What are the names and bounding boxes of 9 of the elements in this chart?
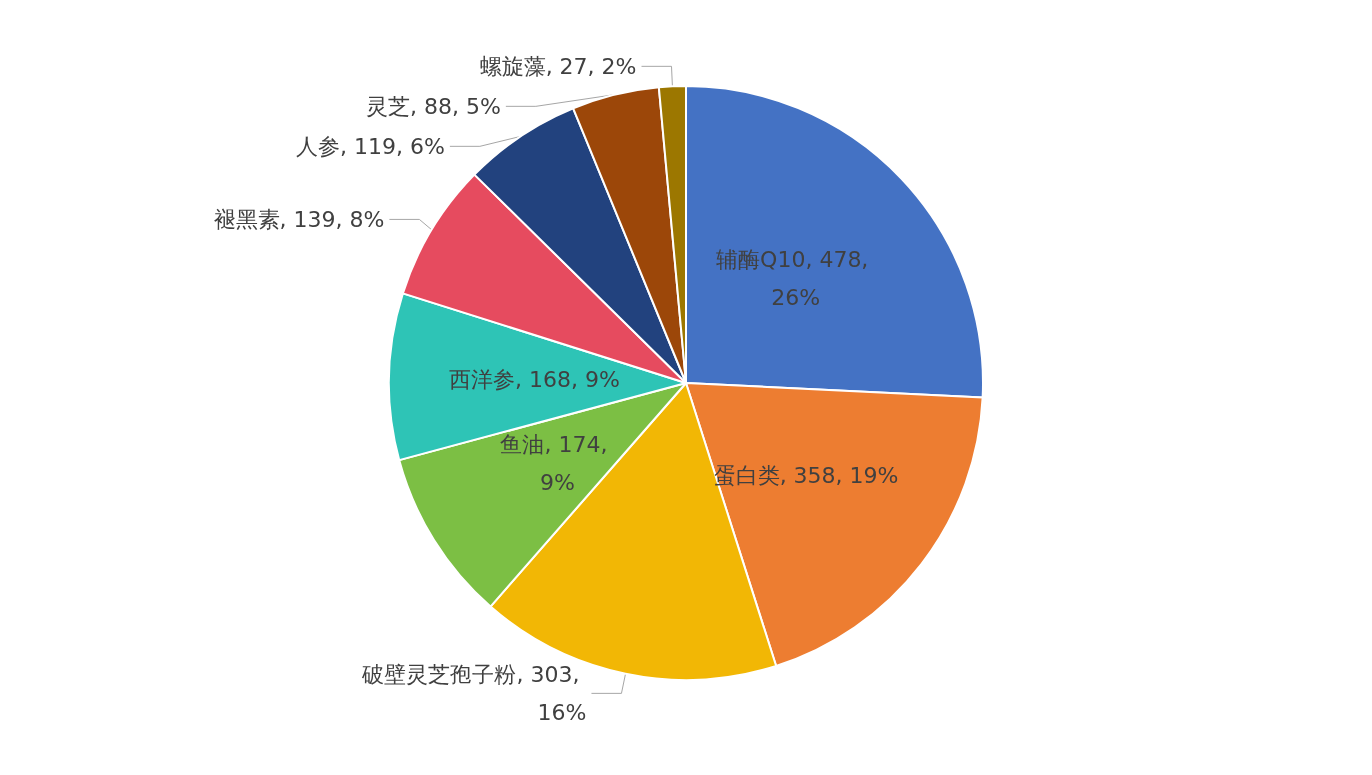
slice-label: 鱼油, 174, 9%: [500, 431, 615, 495]
slice-label: 褪黑素, 139, 8%: [213, 206, 385, 232]
slice-label: 螺旋藻, 27, 2%: [479, 53, 637, 79]
slice-label: 西洋参, 168, 9%: [449, 367, 620, 393]
slice-label: 蛋白类, 358, 19%: [713, 462, 899, 488]
slice-label: 灵芝, 88, 5%: [365, 93, 501, 119]
slice-label: 破壁灵芝孢子粉, 303, 16%: [361, 661, 587, 725]
slice-label: 辅酶Q10, 478, 26%: [716, 247, 876, 311]
slice-label: 人参, 119, 6%: [296, 133, 445, 159]
